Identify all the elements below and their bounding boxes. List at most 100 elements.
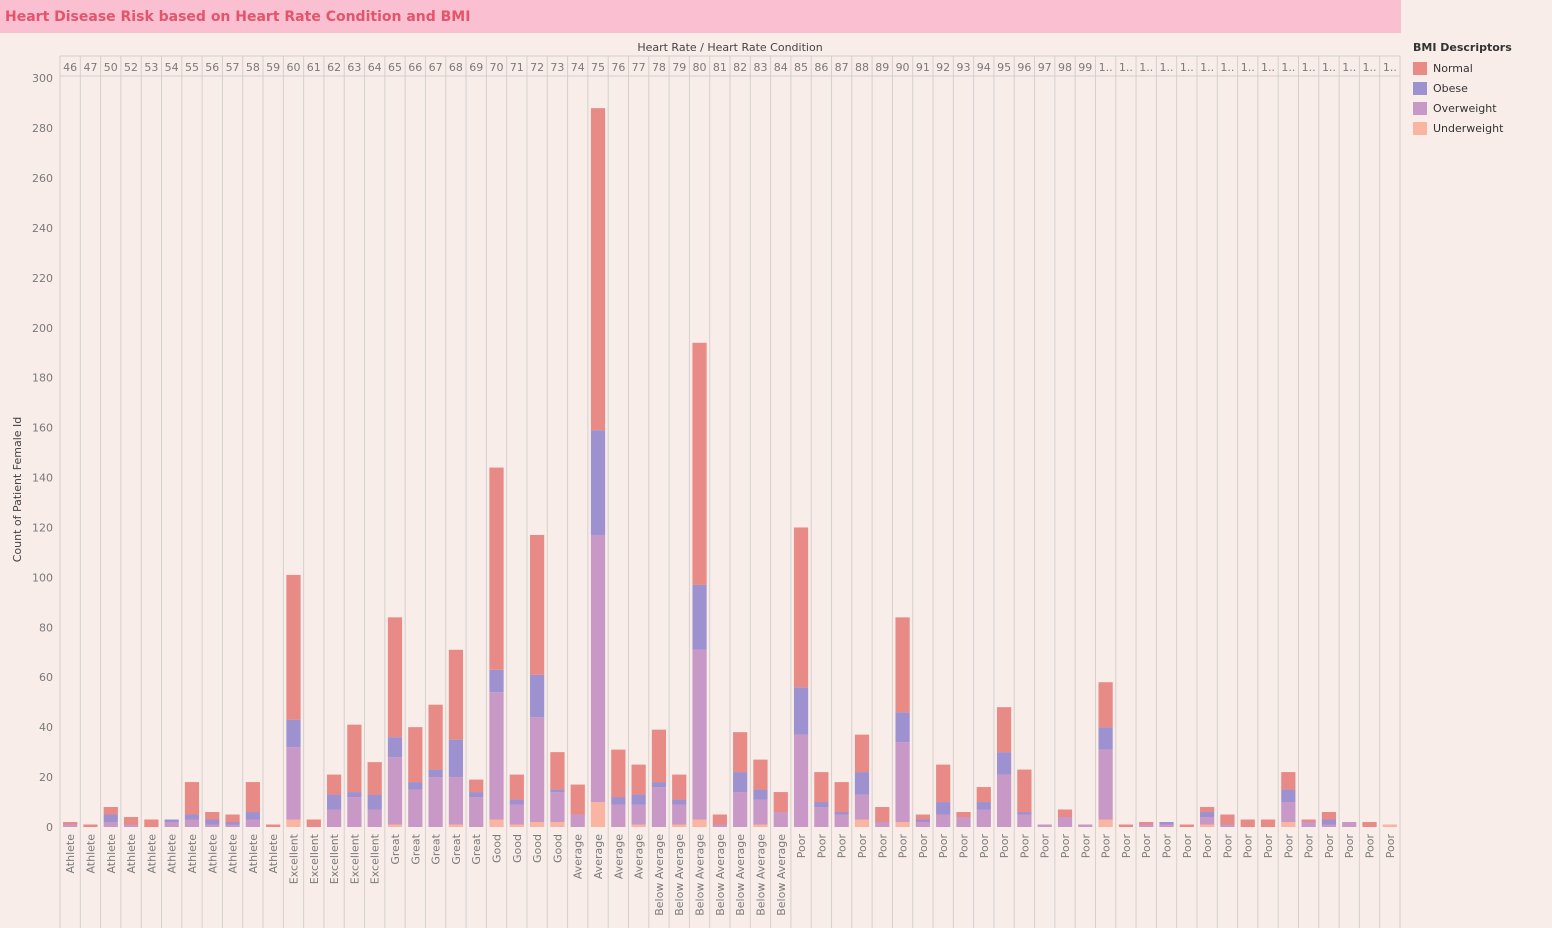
heart-rate-header-label: 1.. [1261,61,1275,74]
bar-segment-overweight [1098,749,1113,820]
heart-rate-header-label: 1.. [1220,61,1234,74]
bar-segment-obese [469,792,484,798]
bar-segment-obese [1321,819,1337,825]
bar-segment-normal [936,764,951,803]
bar-segment-overweight [611,804,626,827]
condition-label: Excellent [369,833,382,884]
condition-label: Good [511,834,524,863]
condition-label: Below Average [734,834,747,916]
condition-label: Excellent [328,833,341,884]
bar-segment-obese [1281,789,1296,803]
heart-rate-header-label: 76 [611,61,625,74]
y-tick-label: 300 [32,72,53,85]
y-tick-label: 180 [32,372,53,385]
y-tick-label: 160 [32,422,53,435]
bar-segment-normal [712,814,727,825]
legend-swatch [1413,61,1427,75]
condition-label: Athlete [105,834,118,874]
bar-segment-overweight [814,807,829,827]
bar-segment-obese [733,772,748,793]
bar-segment-obese [895,712,910,743]
bar-segment-normal [387,617,403,738]
bar-segment-underweight [286,819,301,827]
heart-rate-header-label: 1.. [1322,61,1336,74]
bar-segment-normal [144,819,159,827]
bar-segment-overweight [530,717,545,823]
condition-label: Poor [1059,834,1072,859]
bar-segment-underweight [1200,824,1215,827]
bar-segment-obese [164,819,179,823]
bar-segment-normal [1139,822,1154,825]
bar-segment-normal [1098,682,1113,728]
bar-segment-normal [550,752,565,790]
bar-segment-overweight [1139,824,1154,827]
bar-segment-underweight [753,824,768,827]
condition-label: Poor [1079,834,1092,859]
heart-rate-header-label: 60 [286,61,300,74]
condition-label: Poor [1384,834,1397,859]
condition-label: Great [450,833,463,864]
bar-segment-normal [225,814,240,823]
bar-segment-obese [205,819,220,825]
condition-label: Poor [937,834,950,859]
condition-label: Poor [1282,834,1295,859]
bar-segment-obese [834,812,849,815]
bar-segment-overweight [225,824,240,827]
bar-segment-overweight [387,757,403,825]
bar-segment-normal [509,774,524,800]
condition-label: Average [633,834,646,879]
legend-swatch [1413,101,1427,115]
bar-segment-overweight [854,794,870,820]
condition-label: Poor [1262,834,1275,859]
y-tick-label: 100 [32,571,53,584]
bar-segment-normal [854,734,870,773]
bar-segment-overweight [408,789,423,827]
bar-segment-underweight [692,819,707,827]
heart-rate-header-label: 66 [408,61,422,74]
bar-segment-normal [1017,769,1032,813]
bar-segment-obese [347,792,362,798]
heart-rate-header-label: 79 [672,61,686,74]
heart-rate-header-label: 98 [1058,61,1072,74]
heart-rate-header-label: 1.. [1241,61,1255,74]
bar-segment-normal [672,774,687,800]
heart-rate-header-label: 78 [652,61,666,74]
condition-label: Poor [1120,834,1133,859]
y-tick-label: 220 [32,272,53,285]
bar-segment-overweight [996,774,1012,827]
bar-segment-obese [286,719,301,748]
bar-segment-normal [773,792,788,813]
heart-rate-header-label: 47 [83,61,97,74]
bar-segment-obese [326,794,342,810]
heart-rate-header-label: 1.. [1383,61,1397,74]
bar-segment-obese [996,752,1012,775]
heart-rate-header-label: 1.. [1119,61,1133,74]
bar-segment-overweight [570,814,585,827]
bar-segment-obese [692,584,707,650]
bar-segment-normal [286,574,301,720]
heart-rate-header-label: 1.. [1363,61,1377,74]
bar-segment-normal [448,649,464,740]
heart-rate-header-label: 57 [226,61,240,74]
condition-label: Great [409,833,422,864]
bar-segment-underweight [1098,819,1113,827]
bar-segment-overweight [692,649,707,820]
title-bar: Heart Disease Risk based on Heart Rate C… [0,0,1401,33]
condition-label: Poor [1323,834,1336,859]
bar-segment-overweight [590,534,606,803]
bar-segment-obese [936,802,951,815]
y-tick-label: 20 [39,771,53,784]
heart-rate-header-label: 74 [571,61,585,74]
bar-segment-normal [570,784,585,815]
bar-segment-normal [347,724,362,793]
bar-segment-obese [489,669,504,693]
heart-rate-header-label: 96 [1017,61,1031,74]
bar-segment-normal [895,617,910,713]
bar-segment-overweight [103,822,118,827]
bar-segment-underweight [509,824,524,827]
condition-label: Excellent [287,833,300,884]
bar-segment-overweight [184,819,200,827]
condition-label: Average [592,834,605,879]
condition-label: Below Average [653,834,666,916]
heart-rate-header-label: 97 [1038,61,1052,74]
